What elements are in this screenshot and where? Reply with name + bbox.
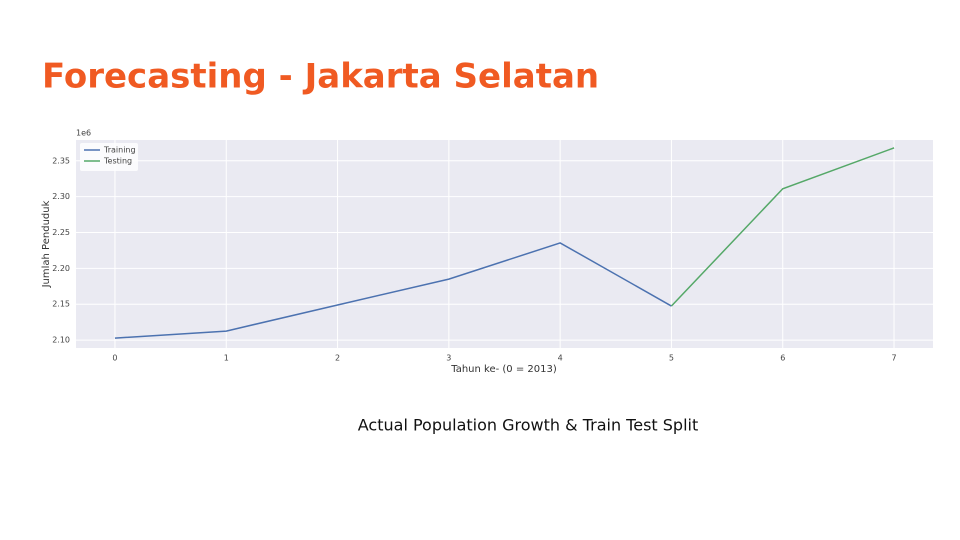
caption: Actual Population Growth & Train Test Sp… <box>358 416 698 435</box>
y-axis-label: Jumlah Penduduk <box>41 200 52 288</box>
x-tick-label: 4 <box>558 354 563 363</box>
data-line <box>670 147 895 307</box>
y-multiplier: 1e6 <box>76 129 91 138</box>
plot-area <box>76 140 933 348</box>
data-line <box>114 242 672 339</box>
x-tick-label: 1 <box>224 354 229 363</box>
slide-title: Forecasting - Jakarta Selatan <box>42 57 599 97</box>
x-tick-label: 7 <box>891 354 896 363</box>
x-tick-label: 6 <box>780 354 785 363</box>
y-tick-label: 2.35 <box>52 156 70 165</box>
x-axis-label: Tahun ke- (0 = 2013) <box>450 364 557 375</box>
x-tick-label: 3 <box>446 354 451 363</box>
y-tick-label: 2.30 <box>52 192 70 201</box>
x-tick-label: 2 <box>335 354 340 363</box>
x-tick-label: 0 <box>112 354 117 363</box>
legend-label: Training <box>103 146 136 155</box>
y-tick-label: 2.15 <box>52 300 70 309</box>
y-tick-label: 2.10 <box>52 336 70 345</box>
x-tick-label: 5 <box>669 354 674 363</box>
legend-label: Testing <box>103 157 132 166</box>
y-tick-label: 2.20 <box>52 264 70 273</box>
y-tick-label: 2.25 <box>52 228 70 237</box>
